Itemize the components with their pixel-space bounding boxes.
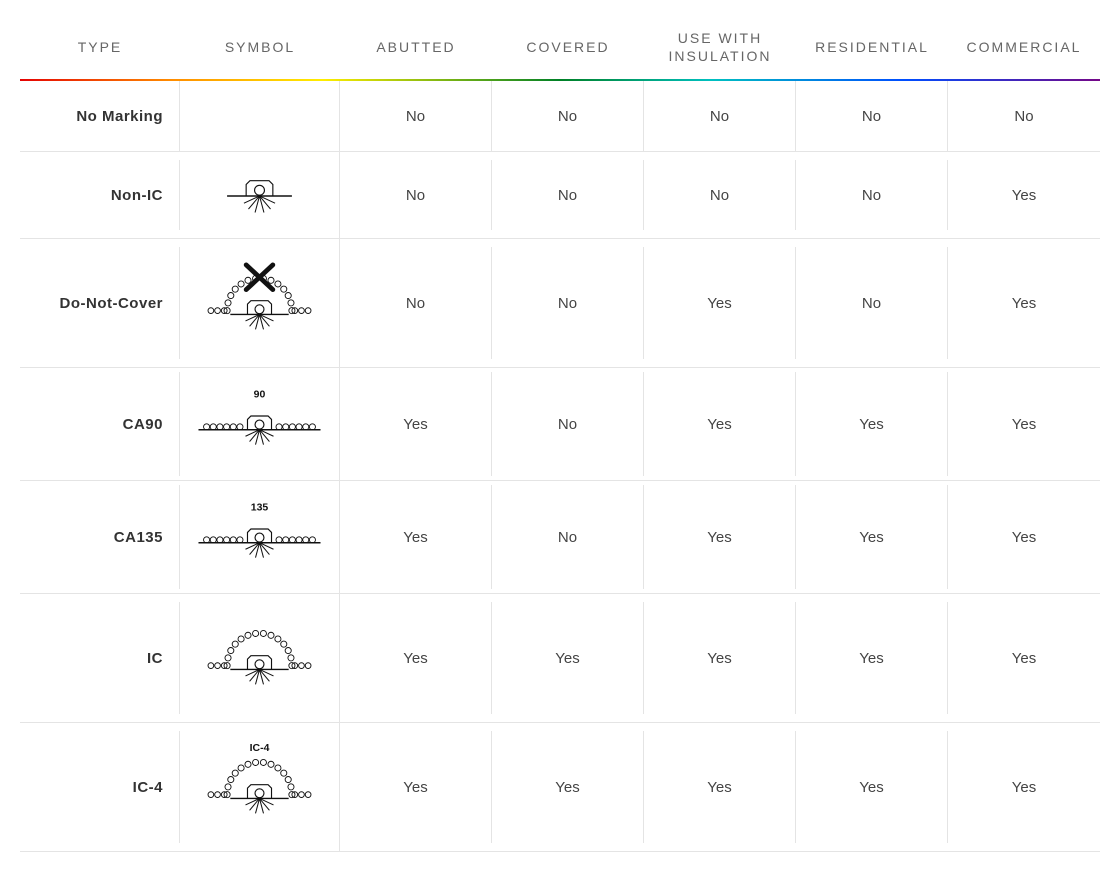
abutted-cell: Yes	[340, 485, 492, 589]
residential-cell: Yes	[796, 731, 948, 843]
residential-cell: Yes	[796, 602, 948, 714]
svg-text:135: 135	[251, 502, 269, 513]
abutted-cell: Yes	[340, 372, 492, 476]
commercial-cell: Yes	[948, 602, 1100, 714]
svg-text:90: 90	[254, 389, 266, 400]
residential-cell: Yes	[796, 485, 948, 589]
insulation-cell: Yes	[644, 485, 796, 589]
insulation-cell: Yes	[644, 372, 796, 476]
table-row: IC-4 IC-4 YesYesYesYesYes	[20, 723, 1100, 852]
covered-cell: No	[492, 485, 644, 589]
table-row: CA135 135 YesNoYesYesYes	[20, 481, 1100, 594]
abutted-cell: No	[340, 81, 492, 151]
covered-cell: Yes	[492, 731, 644, 843]
abutted-cell: No	[340, 160, 492, 230]
covered-cell: No	[492, 160, 644, 230]
col-residential: RESIDENTIAL	[796, 39, 948, 57]
svg-text:IC-4: IC-4	[250, 743, 270, 754]
table-row: Do-Not-Cover NoNoYesNoYes	[20, 239, 1100, 368]
insulation-cell: Yes	[644, 602, 796, 714]
table-row: No MarkingNoNoNoNoNo	[20, 81, 1100, 152]
insulation-cell: Yes	[644, 731, 796, 843]
symbol-cell: IC-4	[180, 723, 340, 851]
table-header-row: TYPE SYMBOL ABUTTED COVERED USE WITH INS…	[20, 20, 1100, 79]
abutted-cell: Yes	[340, 731, 492, 843]
abutted-cell: No	[340, 247, 492, 359]
symbol-cell	[180, 239, 340, 367]
covered-cell: No	[492, 247, 644, 359]
residential-cell: No	[796, 160, 948, 230]
col-insulation: USE WITH INSULATION	[644, 30, 796, 65]
commercial-cell: Yes	[948, 485, 1100, 589]
residential-cell: No	[796, 81, 948, 151]
insulation-cell: No	[644, 160, 796, 230]
commercial-cell: Yes	[948, 247, 1100, 359]
col-abutted: ABUTTED	[340, 39, 492, 57]
covered-cell: No	[492, 81, 644, 151]
type-cell: CA135	[20, 485, 180, 589]
symbol-cell: 135	[180, 481, 340, 593]
type-cell: Do-Not-Cover	[20, 247, 180, 359]
symbol-cell: 90	[180, 368, 340, 480]
symbol-cell	[180, 152, 340, 238]
col-type: TYPE	[20, 39, 180, 57]
insulation-cell: No	[644, 81, 796, 151]
col-commercial: COMMERCIAL	[948, 39, 1100, 57]
covered-cell: Yes	[492, 602, 644, 714]
classification-table: TYPE SYMBOL ABUTTED COVERED USE WITH INS…	[20, 20, 1100, 852]
commercial-cell: Yes	[948, 731, 1100, 843]
covered-cell: No	[492, 372, 644, 476]
table-row: CA90 90 YesNoYesYesYes	[20, 368, 1100, 481]
commercial-cell: Yes	[948, 160, 1100, 230]
insulation-cell: Yes	[644, 247, 796, 359]
type-cell: Non-IC	[20, 160, 180, 230]
col-covered: COVERED	[492, 39, 644, 57]
commercial-cell: No	[948, 81, 1100, 151]
symbol-cell	[180, 81, 340, 151]
commercial-cell: Yes	[948, 372, 1100, 476]
symbol-cell	[180, 594, 340, 722]
type-cell: CA90	[20, 372, 180, 476]
type-cell: IC	[20, 602, 180, 714]
type-cell: No Marking	[20, 81, 180, 151]
residential-cell: No	[796, 247, 948, 359]
residential-cell: Yes	[796, 372, 948, 476]
col-symbol: SYMBOL	[180, 39, 340, 57]
table-row: Non-ICNoNoNoNoYes	[20, 152, 1100, 239]
type-cell: IC-4	[20, 731, 180, 843]
table-row: IC YesYesYesYesYes	[20, 594, 1100, 723]
abutted-cell: Yes	[340, 602, 492, 714]
